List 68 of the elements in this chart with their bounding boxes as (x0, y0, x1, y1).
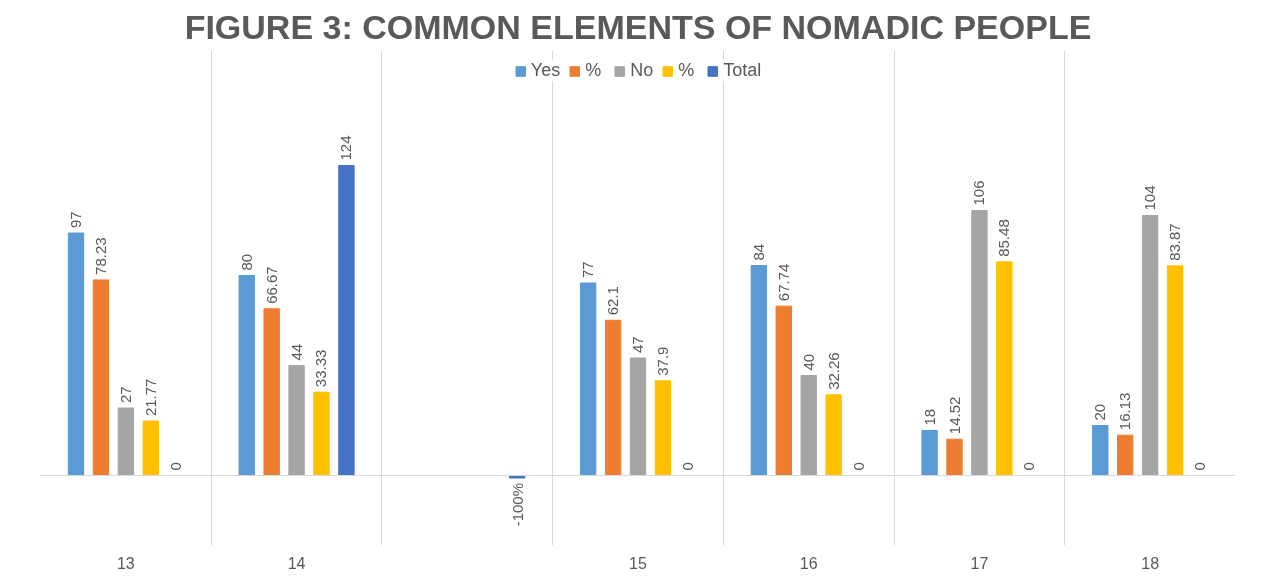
data-label: 0 (849, 462, 867, 471)
bar (288, 365, 305, 476)
bar (117, 407, 135, 476)
data-label: 83.87 (1166, 223, 1184, 261)
data-label: 0 (678, 462, 696, 471)
bar (629, 357, 647, 476)
bar (142, 420, 159, 476)
x-tick-label: 18 (1141, 554, 1160, 572)
data-label: 104 (1141, 185, 1159, 211)
bar (775, 305, 792, 476)
bar (313, 391, 330, 476)
bar (263, 308, 280, 476)
bar (238, 275, 255, 476)
bar (1092, 425, 1109, 476)
legend-label: No (630, 60, 654, 81)
bar (921, 430, 938, 476)
data-label: 18 (920, 408, 938, 426)
data-label: 67.74 (774, 263, 792, 302)
data-label: 106 (970, 180, 988, 206)
legend-label: % (678, 60, 696, 81)
data-label: 27 (116, 386, 134, 403)
bar (1166, 265, 1184, 476)
data-label: 16.13 (1116, 392, 1134, 431)
x-tick-label: 15 (629, 554, 647, 572)
data-label: 40 (799, 353, 817, 371)
data-label: 33.33 (312, 349, 330, 388)
data-label: 20 (1091, 403, 1109, 421)
data-label: 97 (67, 211, 85, 228)
x-tick-label: 14 (287, 554, 306, 572)
x-tick-label: 16 (799, 554, 818, 572)
data-label: 0 (1020, 462, 1038, 471)
legend-label: % (585, 60, 603, 81)
bar (338, 165, 355, 476)
data-label: 124 (337, 135, 355, 161)
bar (971, 210, 988, 476)
data-label: 32.26 (824, 352, 842, 390)
bar (92, 279, 110, 476)
data-label: 21.77 (141, 378, 159, 417)
data-label: 78.23 (91, 237, 109, 275)
data-label: 66.67 (262, 266, 280, 304)
data-label: 0 (166, 462, 184, 471)
bar (800, 375, 817, 476)
bar (1117, 434, 1134, 476)
data-label: 62.1 (604, 286, 622, 316)
legend-label: Total (723, 60, 762, 81)
x-tick-label: 17 (970, 554, 989, 572)
data-label: 85.48 (995, 219, 1013, 257)
bar (579, 282, 597, 476)
bar (654, 380, 672, 476)
legend-label: Yes (530, 60, 561, 81)
bar (67, 232, 85, 476)
chart-title: FIGURE 3: COMMON ELEMENTS OF NOMADIC PEOPLE (184, 7, 1092, 46)
bar (996, 261, 1013, 476)
data-label: 77 (579, 261, 597, 278)
bar (825, 394, 842, 476)
data-label: 0 (1190, 462, 1208, 471)
x-tick-label: 13 (116, 554, 135, 572)
data-label: 37.9 (653, 346, 671, 376)
bar (750, 265, 768, 476)
bar (604, 319, 622, 476)
data-label: -100% (508, 483, 526, 527)
bar (1141, 215, 1159, 476)
data-label: 47 (629, 336, 646, 353)
data-label: 84 (749, 243, 767, 261)
bar (946, 438, 963, 476)
data-label: 14.52 (945, 396, 963, 435)
data-label: 80 (237, 253, 255, 271)
data-label: 44 (287, 343, 305, 361)
